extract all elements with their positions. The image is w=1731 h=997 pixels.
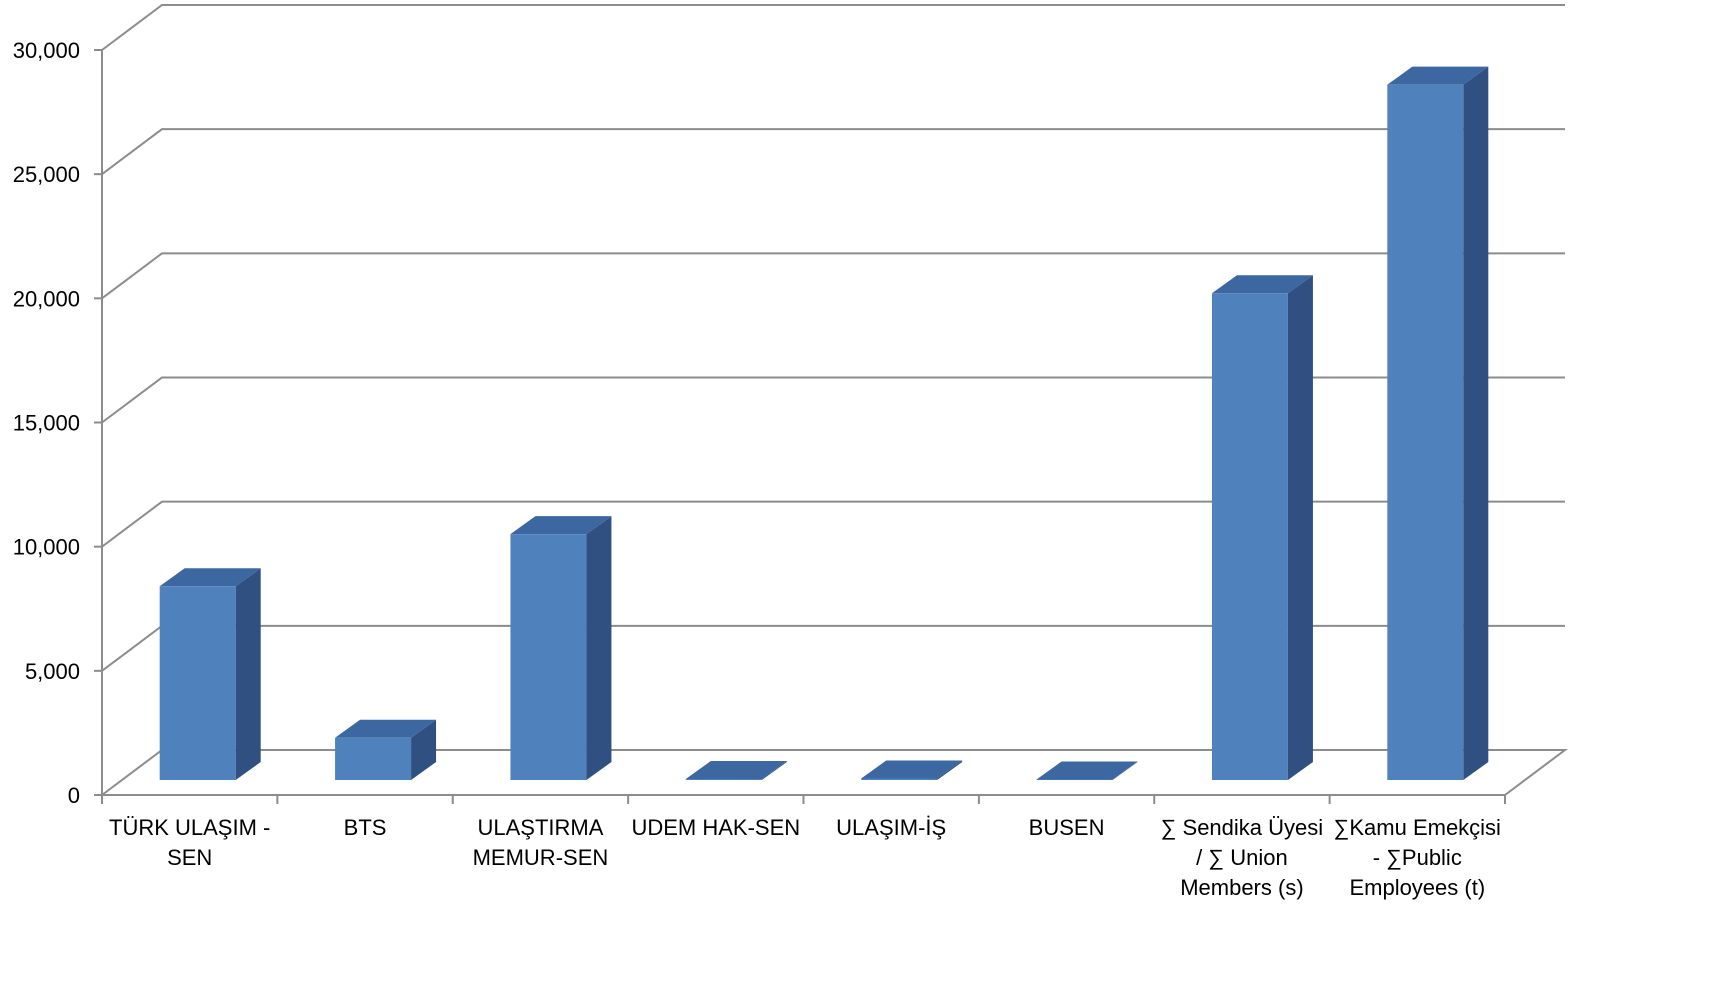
y-tick-label: 15,000 bbox=[13, 411, 80, 436]
x-category-label: UDEM HAK-SEN bbox=[631, 815, 800, 840]
bar-top-face bbox=[861, 760, 963, 779]
bar bbox=[1211, 275, 1313, 780]
bar bbox=[510, 516, 612, 780]
bar-top-face bbox=[335, 719, 437, 738]
x-category-label: ULAŞIM-İŞ bbox=[836, 815, 946, 840]
x-category-label: ULAŞTIRMA MEMUR-SEN bbox=[473, 815, 609, 870]
bar-side-face bbox=[235, 568, 261, 780]
gridline bbox=[101, 376, 1565, 424]
y-tick-label: 25,000 bbox=[13, 162, 80, 187]
bar bbox=[1387, 66, 1489, 780]
x-category-label: TÜRK ULAŞIM -SEN bbox=[109, 815, 270, 870]
bar-front-face bbox=[685, 779, 762, 780]
bar-top-face bbox=[159, 568, 261, 587]
bar-top-face bbox=[1387, 66, 1489, 85]
bar bbox=[335, 719, 437, 780]
y-tick-label: 30,000 bbox=[13, 38, 80, 63]
gridlines bbox=[101, 4, 1568, 796]
gridline bbox=[101, 749, 1568, 796]
x-category-label: BTS bbox=[344, 815, 387, 840]
y-tick-label: 0 bbox=[68, 783, 80, 808]
y-axis-tick-labels: 0 5,000 10,000 15,000 20,000 25,000 30,000 bbox=[13, 38, 80, 808]
gridline bbox=[101, 500, 1565, 548]
axes bbox=[94, 49, 1506, 804]
bar-front-face bbox=[1387, 84, 1464, 780]
bar bbox=[1036, 761, 1138, 781]
bar-side-face bbox=[1463, 66, 1489, 780]
bar bbox=[861, 760, 963, 780]
bar-top-face bbox=[1036, 761, 1138, 780]
y-tick-label: 20,000 bbox=[13, 286, 80, 311]
bar-side-face bbox=[411, 719, 437, 780]
bar bbox=[685, 761, 787, 780]
gridline bbox=[101, 4, 1565, 51]
x-category-label: ∑ Sendika Üyesi / ∑ Union Members (s) bbox=[1161, 815, 1323, 900]
bar-top-face bbox=[1211, 275, 1313, 294]
y-tick-label: 5,000 bbox=[25, 659, 80, 684]
bar-side-face bbox=[586, 516, 612, 780]
gridline bbox=[101, 252, 1565, 300]
bar-side-face bbox=[761, 761, 787, 780]
bar-side-face bbox=[1112, 761, 1138, 780]
x-category-label: ∑Kamu Emekçisi - ∑Public Employees (t) bbox=[1334, 815, 1501, 900]
bar-top-face bbox=[510, 516, 612, 535]
bar-front-face bbox=[510, 534, 587, 780]
x-category-label: BUSEN bbox=[1029, 815, 1105, 840]
y-tick-label: 10,000 bbox=[13, 535, 80, 560]
bar-front-face bbox=[1211, 293, 1288, 780]
gridline bbox=[101, 128, 1565, 175]
bar-side-face bbox=[937, 760, 963, 780]
bar-side-face bbox=[1287, 275, 1313, 780]
bar bbox=[159, 568, 261, 780]
bars bbox=[159, 66, 1489, 781]
x-axis-category-labels: TÜRK ULAŞIM -SEN BTS ULAŞTIRMA MEMUR-SEN UDE… bbox=[109, 815, 1501, 900]
gridline bbox=[101, 624, 1565, 672]
bar-front-face bbox=[159, 586, 236, 780]
bar-front-face bbox=[1036, 779, 1113, 781]
bar-front-face bbox=[335, 737, 412, 780]
bar-top-face bbox=[685, 761, 787, 780]
bar-front-face bbox=[861, 778, 938, 780]
